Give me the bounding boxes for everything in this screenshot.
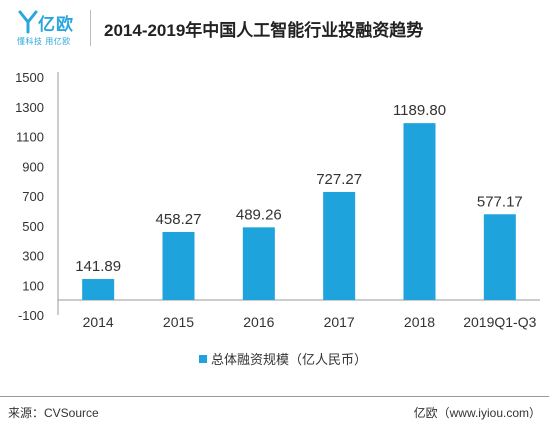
bar-chart: 1500 1300 1100 900 700 500 300 100 -100 141.89 201…: [15, 70, 540, 367]
data-label: 727.27: [316, 171, 362, 188]
y-tick-label: 500: [22, 219, 44, 234]
legend-swatch: [199, 355, 207, 363]
footer-divider: [0, 396, 549, 397]
x-tick-label: 2016: [243, 314, 274, 330]
header: 亿欧 懂科技 用亿欧 2014-2019年中国人工智能行业投融资趋势: [0, 0, 549, 60]
x-tick-label: 2017: [324, 314, 355, 330]
data-label: 489.26: [236, 206, 282, 223]
data-label: 141.89: [75, 258, 121, 275]
y-tick-label: 1300: [15, 100, 44, 115]
header-divider: [90, 10, 91, 46]
y-tick-label: 700: [22, 189, 44, 204]
x-tick-label: 2019Q1-Q3: [463, 314, 536, 330]
data-label: 577.17: [477, 193, 523, 210]
y-tick-label: 1500: [15, 70, 44, 85]
y-tick-label: 900: [22, 159, 44, 174]
logo-text: 亿欧: [38, 15, 74, 34]
logo-slogan: 懂科技 用亿欧: [17, 37, 71, 46]
logo[interactable]: 亿欧 懂科技 用亿欧: [12, 6, 74, 52]
legend-label: 总体融资规模（亿人民币）: [211, 352, 367, 367]
x-tick-label: 2018: [404, 314, 435, 330]
x-tick-label: 2014: [83, 314, 114, 330]
x-tick-label: 2015: [163, 314, 194, 330]
bar: [82, 279, 115, 300]
y-tick-label: 1100: [16, 130, 44, 145]
credit-note: 亿欧（www.iyiou.com）: [413, 406, 541, 420]
data-label: 458.27: [156, 211, 202, 228]
bar: [323, 191, 356, 300]
y-tick-label: 100: [22, 278, 44, 293]
data-label: 1189.80: [393, 102, 446, 119]
bar: [162, 231, 195, 300]
bar: [403, 123, 436, 301]
source-note: 来源：CVSource: [8, 406, 99, 420]
y-tick-label: 300: [22, 249, 44, 264]
y-tick-label: -100: [18, 308, 44, 323]
bar: [242, 227, 275, 300]
bar: [483, 214, 516, 300]
page-title: 2014-2019年中国人工智能行业投融资趋势: [104, 21, 424, 40]
logo-icon: [18, 10, 38, 34]
